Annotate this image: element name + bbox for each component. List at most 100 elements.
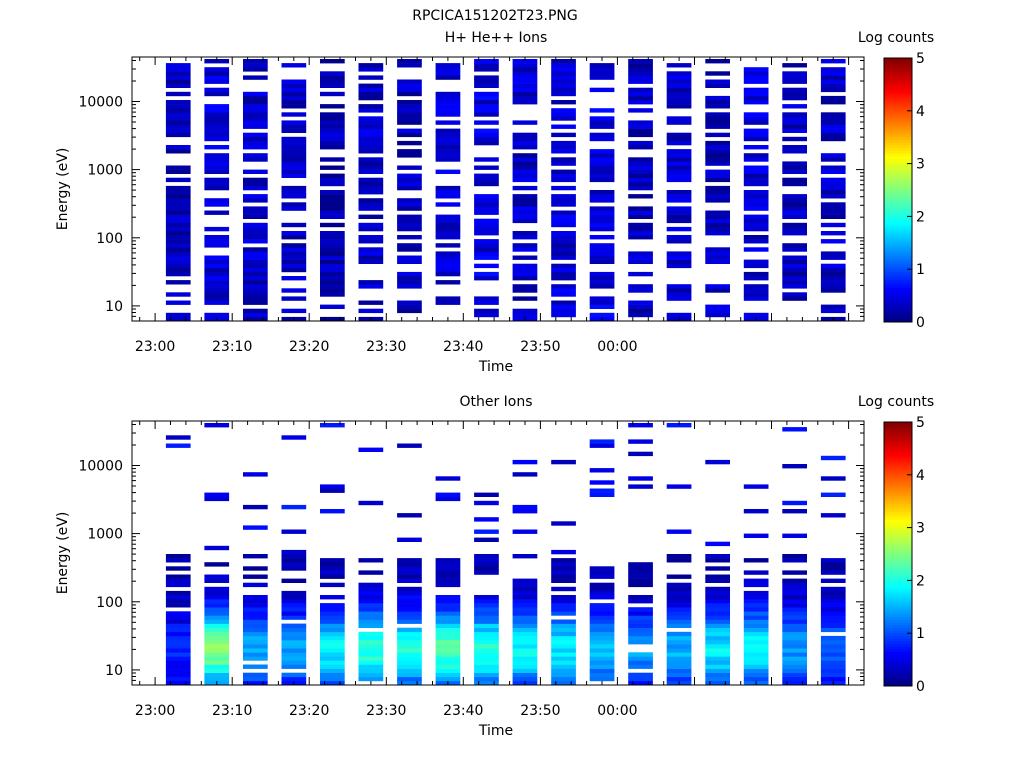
heatmap-cell bbox=[666, 239, 692, 244]
heatmap-cell bbox=[743, 67, 769, 72]
heatmap-cells bbox=[165, 423, 846, 686]
colorbar-segment bbox=[884, 509, 912, 513]
heatmap-cell bbox=[243, 631, 268, 637]
heatmap-cell bbox=[397, 116, 422, 121]
heatmap-cell bbox=[820, 83, 846, 88]
heatmap-cell bbox=[243, 615, 268, 620]
heatmap-cell bbox=[397, 153, 422, 158]
heatmap-cell bbox=[358, 214, 384, 219]
colorbar-segment bbox=[884, 142, 912, 146]
heatmap-cell bbox=[281, 635, 307, 641]
colorbar-segment bbox=[884, 601, 912, 605]
colorbar-segment bbox=[884, 466, 912, 470]
heatmap-cell bbox=[204, 112, 230, 117]
colorbar-segment bbox=[884, 519, 912, 523]
heatmap-cell bbox=[474, 202, 499, 207]
heatmap-cell bbox=[358, 615, 384, 620]
heatmap-cell bbox=[820, 71, 846, 76]
heatmap-cell bbox=[474, 255, 499, 260]
heatmap-cell bbox=[397, 181, 422, 187]
heatmap-cell bbox=[628, 566, 653, 571]
heatmap-cell bbox=[435, 615, 461, 620]
heatmap-cell bbox=[512, 284, 538, 289]
x-axis-label: Time bbox=[478, 723, 513, 739]
x-tick-label: 23:40 bbox=[443, 703, 483, 719]
heatmap-cell bbox=[165, 120, 191, 125]
heatmap-cell bbox=[474, 611, 499, 616]
heatmap-cell bbox=[782, 533, 807, 538]
colorbar-segment bbox=[884, 219, 912, 223]
heatmap-cell bbox=[589, 296, 615, 301]
heatmap-cell bbox=[551, 247, 576, 252]
heatmap-cell bbox=[474, 635, 499, 641]
heatmap-cell bbox=[165, 660, 191, 665]
heatmap-cell bbox=[743, 611, 769, 616]
heatmap-cell bbox=[474, 680, 499, 686]
colorbar-segment bbox=[884, 485, 912, 489]
heatmap-cell bbox=[165, 615, 191, 620]
heatmap-cell bbox=[358, 132, 384, 138]
heatmap-cell bbox=[435, 640, 461, 645]
heatmap-cell bbox=[397, 566, 422, 571]
heatmap-cell bbox=[165, 112, 191, 117]
heatmap-cell bbox=[165, 316, 191, 322]
colorbar-segment bbox=[884, 635, 912, 639]
heatmap-cell bbox=[743, 136, 769, 142]
colorbar-segment bbox=[884, 480, 912, 484]
heatmap-cell bbox=[782, 271, 807, 277]
heatmap-cell bbox=[743, 533, 769, 538]
heatmap-cell bbox=[358, 124, 384, 129]
heatmap-cell bbox=[397, 664, 422, 669]
heatmap-cell bbox=[820, 288, 846, 293]
heatmap-cell bbox=[243, 292, 268, 297]
colorbar-segment bbox=[884, 596, 912, 600]
heatmap-cell bbox=[512, 627, 538, 633]
heatmap-cell bbox=[589, 169, 615, 174]
heatmap-cell bbox=[320, 676, 345, 682]
heatmap-cell bbox=[551, 161, 576, 166]
colorbar-segment bbox=[884, 495, 912, 499]
heatmap-cell bbox=[474, 271, 499, 277]
heatmap-cell bbox=[358, 607, 384, 612]
colorbar-tick-label: 4 bbox=[916, 104, 925, 120]
heatmap-cell bbox=[551, 284, 576, 289]
colorbar-segment bbox=[884, 269, 912, 273]
heatmap-cell bbox=[281, 554, 307, 559]
heatmap-cell bbox=[281, 631, 307, 637]
heatmap-cell bbox=[358, 603, 384, 608]
heatmap-cell bbox=[165, 149, 191, 154]
heatmap-cell bbox=[281, 615, 307, 620]
heatmap-cell bbox=[512, 676, 538, 682]
heatmap-cell bbox=[705, 631, 730, 637]
colorbar-segment bbox=[884, 683, 912, 687]
heatmap-cell bbox=[743, 247, 769, 252]
heatmap-cell bbox=[204, 243, 230, 248]
colorbar-segment bbox=[884, 319, 912, 323]
heatmap-cell bbox=[358, 590, 384, 596]
heatmap-cell bbox=[705, 623, 730, 628]
heatmap-cell bbox=[512, 185, 538, 191]
heatmap-cell bbox=[204, 128, 230, 133]
heatmap-cell bbox=[589, 243, 615, 248]
heatmap-cell bbox=[666, 615, 692, 620]
heatmap-cell bbox=[435, 185, 461, 191]
heatmap-cell bbox=[204, 607, 230, 612]
heatmap-cell bbox=[281, 128, 307, 133]
heatmap-cell bbox=[243, 574, 268, 579]
heatmap-cell bbox=[358, 206, 384, 211]
heatmap-cell bbox=[666, 173, 692, 178]
colorbar-segment bbox=[884, 472, 912, 476]
heatmap-cell bbox=[435, 672, 461, 678]
heatmap-cell bbox=[397, 558, 422, 563]
heatmap-cell bbox=[474, 529, 499, 534]
heatmap-cell bbox=[474, 631, 499, 637]
heatmap-cell bbox=[666, 599, 692, 604]
colorbar-segment bbox=[884, 590, 912, 594]
heatmap-cell bbox=[165, 75, 191, 80]
colorbar-segment bbox=[884, 672, 912, 676]
heatmap-cell bbox=[666, 582, 692, 588]
heatmap-cell bbox=[358, 83, 384, 88]
colorbar-segment bbox=[884, 295, 912, 299]
heatmap-cell bbox=[281, 149, 307, 154]
heatmap-cell bbox=[628, 124, 653, 129]
